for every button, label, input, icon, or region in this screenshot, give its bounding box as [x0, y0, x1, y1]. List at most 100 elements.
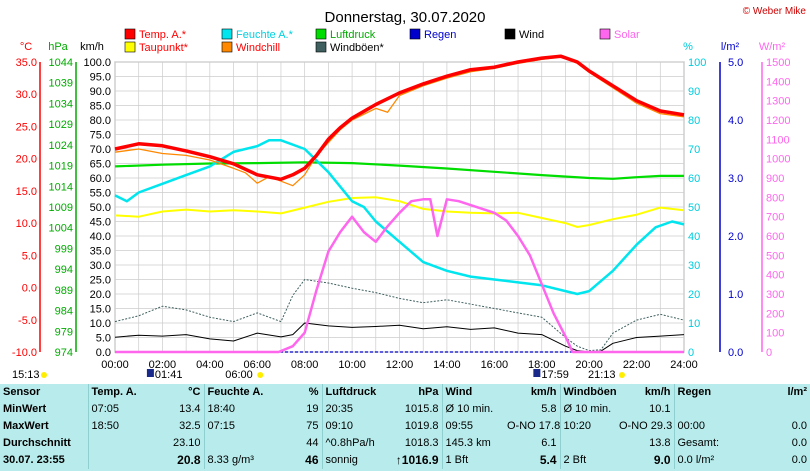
tick-label-kmh: 90.0 [90, 86, 111, 98]
tick-label-kmh: 10.0 [90, 318, 111, 330]
summary-cell: 1019.8 [404, 420, 439, 432]
tick-label-celsius: 20.0 [16, 154, 37, 166]
weather-chart: Donnerstag, 30.07.2020 © Weber Mike Temp… [12, 6, 807, 381]
tick-label-percent: 30 [688, 260, 700, 272]
series-line-windben [114, 279, 685, 352]
tick-label-kmh: 15.0 [90, 304, 111, 316]
summary-cell: Sensor [3, 386, 41, 398]
summary-cell: O-NO 17.8 [507, 420, 560, 432]
moon-rise-label: 01:41 [155, 369, 183, 381]
series-line-solar [115, 198, 684, 354]
tick-label-hpa: 1044 [49, 57, 73, 69]
summary-cell: Luftdruck [321, 384, 384, 401]
legend-swatch [599, 28, 611, 40]
legend-swatch [315, 28, 327, 40]
tick-label-hpa: 1014 [49, 181, 73, 193]
tick-label-hpa: 984 [55, 306, 73, 318]
tick-label-percent: 100 [688, 57, 706, 69]
summary-cell: Feuchte A. [203, 384, 270, 401]
summary-cell: sonnig [321, 452, 384, 469]
tick-label-celsius: 10.0 [16, 218, 37, 230]
summary-cell: ^0.8hPa/h [321, 435, 384, 452]
summary-cell: 5.8 [541, 403, 557, 415]
series-line-feuchtea [114, 139, 685, 296]
tick-label-kmh: 80.0 [90, 115, 111, 127]
unit-celsius: °C [20, 41, 32, 53]
summary-cell: MinWert [3, 403, 47, 415]
summary-cell: 20:35 [321, 401, 384, 418]
tick-label-kmh: 70.0 [90, 144, 111, 156]
unit-l-m2: l/m² [721, 41, 740, 53]
summary-cell: MaxWert [3, 420, 49, 432]
summary-cell: 9.0 [653, 453, 671, 467]
summary-cell: 0.0 l/m² [673, 452, 738, 469]
series-line-taupunkt [114, 196, 685, 228]
tick-label-hpa: 974 [55, 347, 73, 359]
tick-label-x: 00:00 [101, 359, 129, 371]
tick-label-x: 12:00 [386, 359, 414, 371]
summary-row: Durchschnitt 23.10 44 ^0.8hPa/h 1018.3 145.3 … [0, 435, 810, 452]
summary-cell: km/h [530, 386, 557, 398]
tick-label-hpa: 1024 [49, 140, 73, 152]
tick-label-solar: 400 [766, 270, 784, 282]
tick-label-percent: 50 [688, 202, 700, 214]
legend-label: Temp. A.* [139, 29, 187, 41]
summary-cell: ↑1016.9 [395, 453, 439, 467]
legend-swatch [124, 28, 136, 40]
summary-cell: 1018.3 [404, 437, 439, 449]
legend-swatch [409, 28, 421, 40]
tick-label-kmh: 5.0 [96, 333, 111, 345]
series-line-tempa [114, 54, 685, 182]
legend: Temp. A.* Feuchte A.* Luftdruck Regen Wind So… [124, 28, 640, 54]
tick-label-kmh: 30.0 [90, 260, 111, 272]
time-left-label: 15:13 [12, 369, 40, 381]
tick-label-hpa: 1034 [49, 98, 73, 110]
summary-cell: 09:10 [321, 418, 384, 435]
tick-label-kmh: 45.0 [90, 217, 111, 229]
tick-label-celsius: -5.0 [18, 315, 37, 327]
tick-label-celsius: -10.0 [12, 347, 37, 359]
tick-label-x: 18:00 [528, 359, 556, 371]
summary-cell: Gesamt: [673, 435, 738, 452]
summary-cell: 44 [306, 437, 319, 449]
summary-cell [87, 435, 150, 452]
tick-label-kmh: 0.0 [96, 347, 111, 359]
summary-cell: 2 Bft [559, 452, 616, 469]
tick-label-percent: 90 [688, 86, 700, 98]
summary-cell: 6.1 [541, 437, 557, 449]
tick-label-kmh: 85.0 [90, 101, 111, 113]
tick-label-celsius: 25.0 [16, 121, 37, 133]
chart-title: Donnerstag, 30.07.2020 [325, 9, 486, 26]
summary-cell: 19 [306, 403, 319, 415]
tick-label-celsius: 0.0 [22, 283, 37, 295]
sunset-icon [533, 369, 541, 377]
tick-label-celsius: 30.0 [16, 89, 37, 101]
tick-label-hpa: 1039 [49, 78, 73, 90]
summary-cell: 0.0 [791, 420, 807, 432]
summary-cell: O-NO 29.3 [619, 420, 673, 432]
tick-label-hpa: 999 [55, 243, 73, 255]
summary-cell: 1015.8 [404, 403, 439, 415]
summary-cell: 20.8 [177, 453, 201, 467]
tick-label-hpa: 1019 [49, 161, 73, 173]
tick-label-kmh: 25.0 [90, 275, 111, 287]
summary-cell: km/h [644, 386, 671, 398]
unit-hpa: hPa [48, 41, 68, 53]
tick-label-rain: 2.0 [728, 231, 743, 243]
tick-label-hpa: 1009 [49, 202, 73, 214]
summary-cell: Ø 10 min. [559, 401, 616, 418]
axes: 35.0 30.0 25.0 20.0 15.0 10.0 5.0 0.0 -5.0 -10.0 1… [12, 57, 791, 371]
plot-area [114, 54, 685, 354]
summary-cell [203, 435, 270, 452]
tick-label-kmh: 40.0 [90, 231, 111, 243]
summary-cell: Wind [441, 384, 504, 401]
moon-set-icon [619, 372, 626, 378]
tick-label-rain: 5.0 [728, 57, 743, 69]
tick-label-solar: 300 [766, 289, 784, 301]
legend-label: Luftdruck [330, 29, 376, 41]
tick-label-kmh: 60.0 [90, 173, 111, 185]
summary-cell: 1 Bft [441, 452, 504, 469]
tick-label-solar: 500 [766, 250, 784, 262]
summary-cell: 145.3 km [441, 435, 504, 452]
tick-label-x: 10:00 [338, 359, 366, 371]
